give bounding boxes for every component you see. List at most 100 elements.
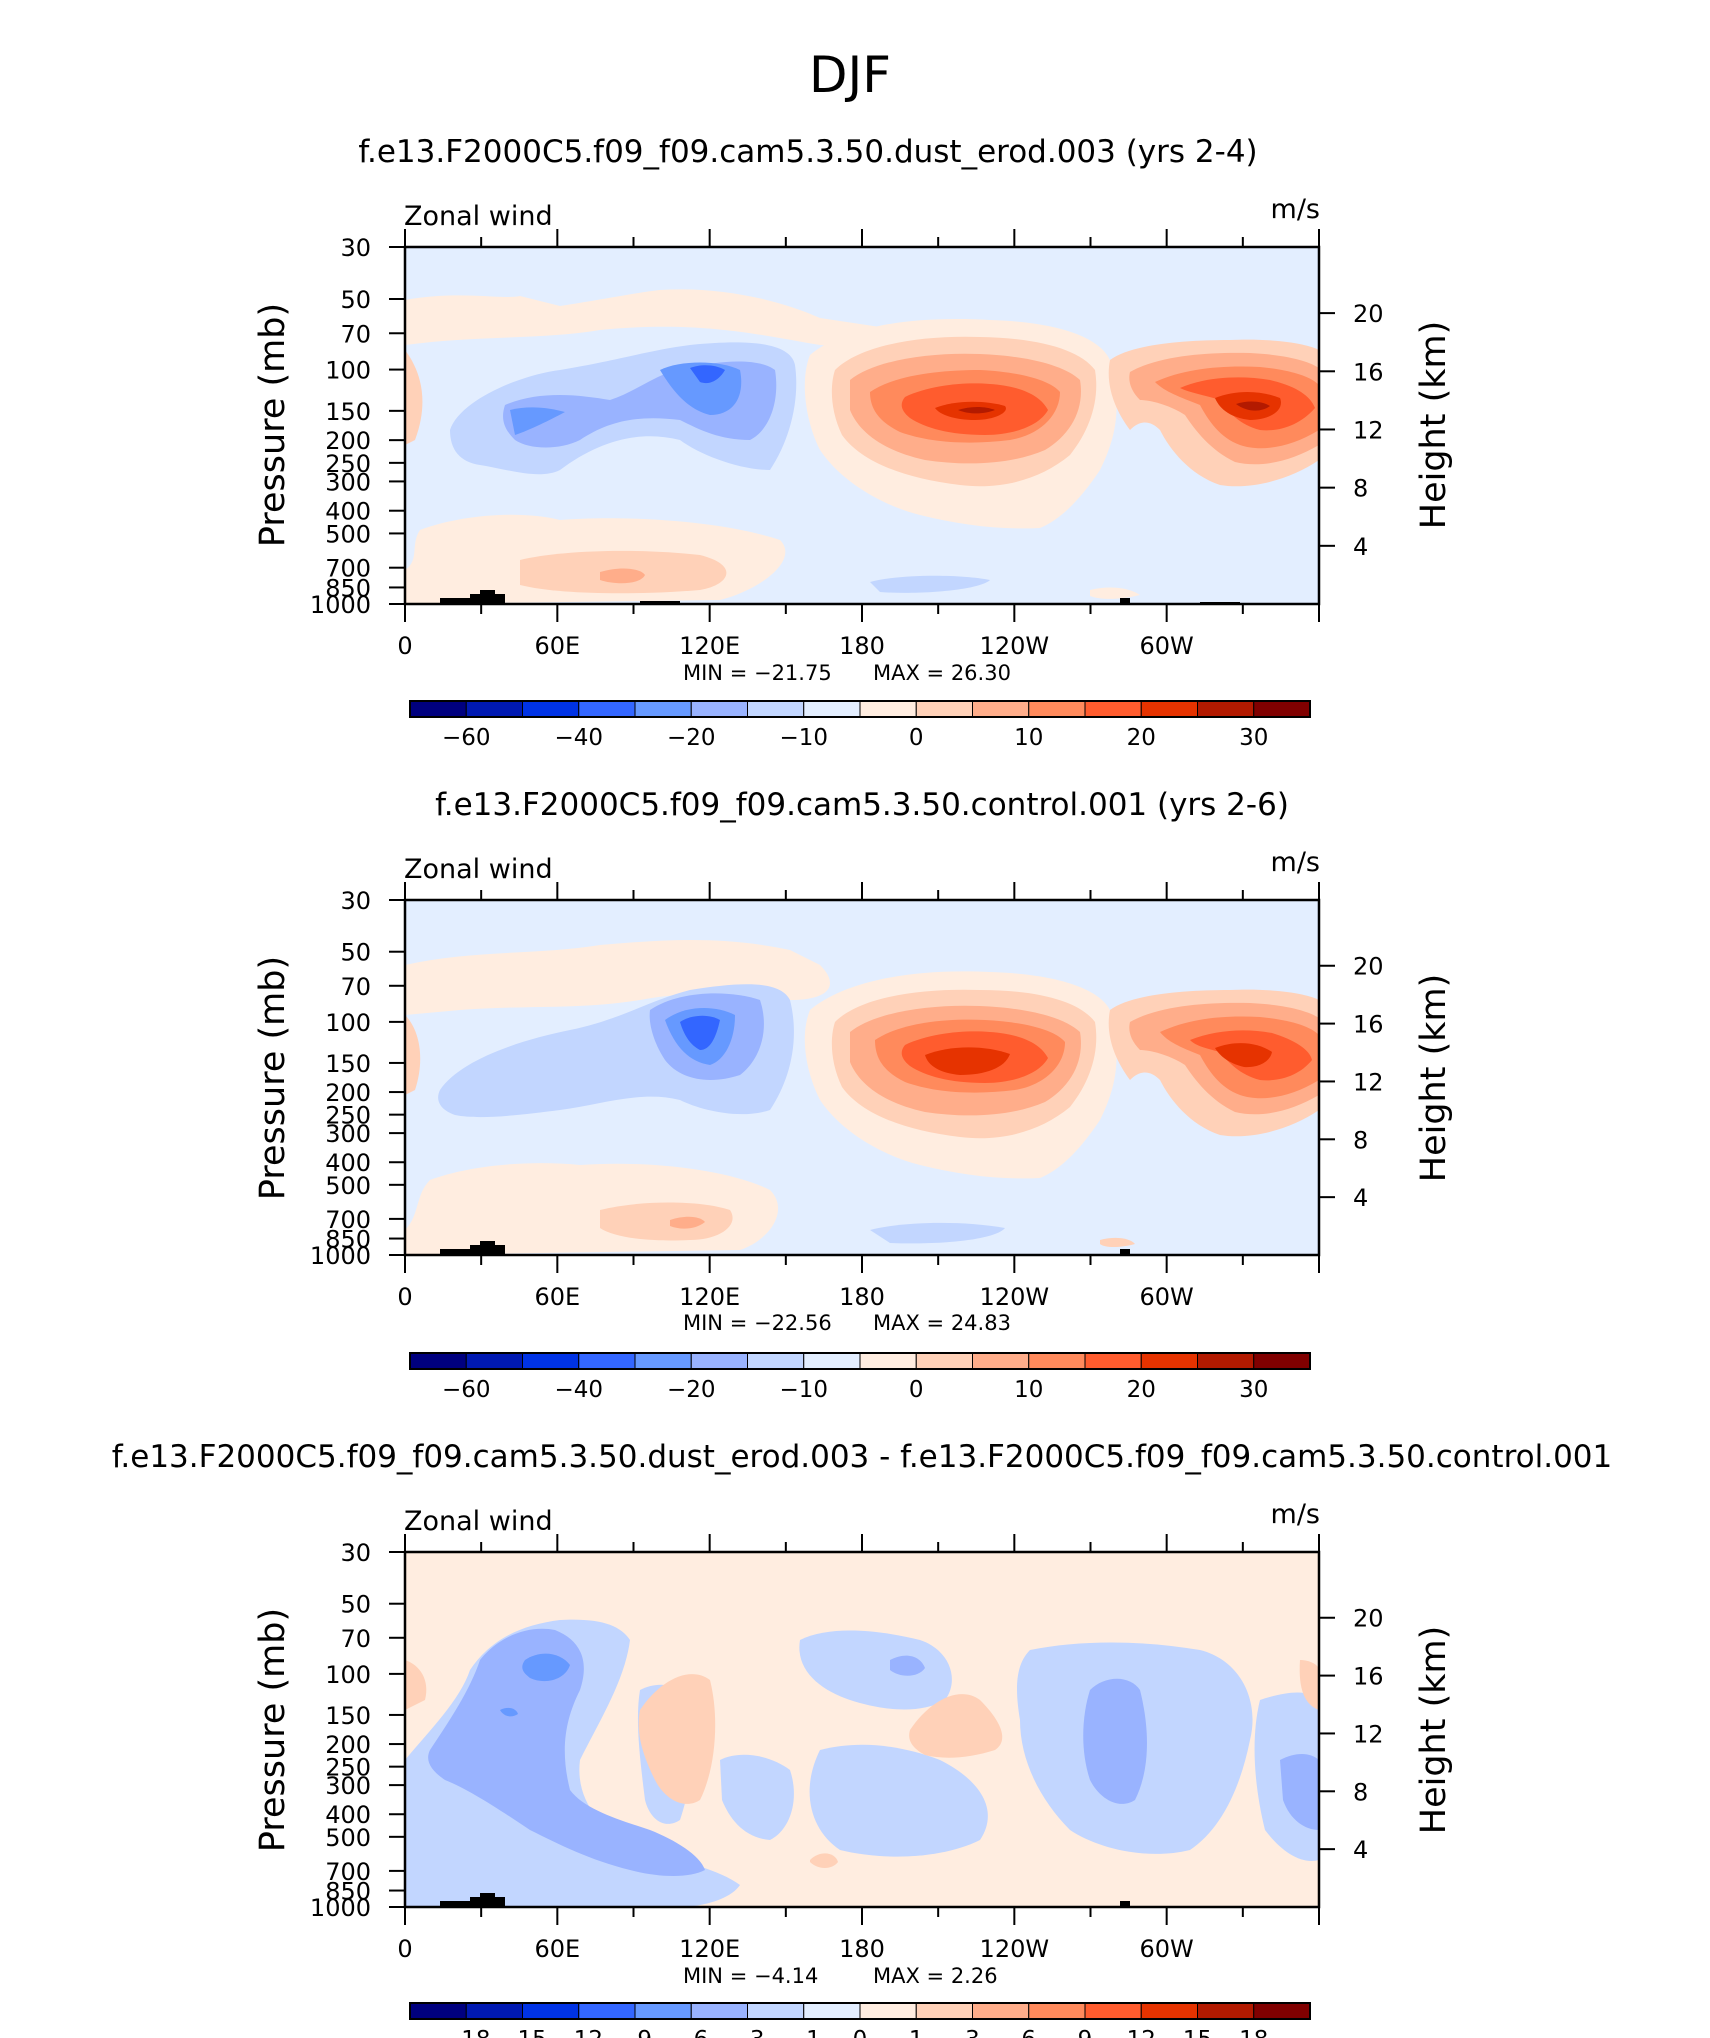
colorbar-tick-label: 9: [1078, 2027, 1093, 2038]
pressure-tick-label: 100: [325, 1009, 371, 1037]
height-tick-label: 20: [1353, 300, 1384, 328]
colorbar-swatch: [1084, 2002, 1142, 2020]
panel-2-max: MAX = 24.83: [873, 1311, 1011, 1335]
colorbar-swatch: [634, 1352, 692, 1370]
lon-tick-label: 0: [397, 1283, 412, 1311]
colorbar-swatch: [747, 1352, 805, 1370]
pressure-tick-label: 850: [325, 574, 371, 602]
colorbar-swatch: [803, 2002, 861, 2020]
panel-1-field: [405, 247, 1319, 604]
colorbar-swatch: [747, 700, 805, 718]
lon-tick-label: 120W: [980, 1935, 1050, 1963]
colorbar-swatch: [634, 2002, 692, 2020]
pressure-tick-label: 100: [325, 357, 371, 385]
colorbar-swatch: [1084, 1352, 1142, 1370]
panel-2-left-label: Zonal wind: [404, 854, 553, 885]
lon-tick-label: 0: [397, 1935, 412, 1963]
lon-tick-label: 120E: [679, 1283, 740, 1311]
pressure-tick-label: 150: [325, 1702, 371, 1730]
page-title: DJF: [809, 46, 891, 104]
colorbar-tick-label: 6: [1021, 2027, 1036, 2038]
colorbar-tick-label: −6: [674, 2027, 708, 2038]
height-tick-label: 20: [1353, 953, 1384, 981]
colorbar-swatch: [465, 1352, 523, 1370]
pressure-tick-label: 30: [340, 234, 371, 262]
pressure-tick-label: 700: [325, 1858, 371, 1886]
colorbar-swatch: [690, 700, 748, 718]
colorbar-swatch: [1197, 1352, 1255, 1370]
colorbar-swatch: [972, 1352, 1030, 1370]
colorbar-frame: [409, 700, 1311, 718]
pressure-tick-label: 200: [325, 427, 371, 455]
panel-1-units: m/s: [1271, 194, 1320, 225]
pressure-tick-label: 70: [340, 320, 371, 348]
panel-3-units: m/s: [1271, 1499, 1320, 1530]
lon-tick-label: 60W: [1140, 1283, 1194, 1311]
pressure-tick-label: 30: [340, 887, 371, 915]
lon-tick-label: 120E: [679, 632, 740, 660]
lon-tick-label: 180: [839, 632, 885, 660]
pressure-tick-label: 500: [325, 1824, 371, 1852]
panel-3-min: MIN = −4.14: [683, 1964, 818, 1988]
pressure-tick-label: 1000: [310, 1894, 371, 1922]
height-tick-label: 4: [1353, 1184, 1368, 1212]
colorbar-tick-label: −40: [554, 725, 603, 751]
colorbar-swatch: [803, 700, 861, 718]
colorbar-tick-label: −18: [442, 2027, 491, 2038]
colorbar-tick-label: 1: [909, 2027, 924, 2038]
panel-3-axes: 3050701001502002503004005007008501000481…: [310, 1534, 1384, 1963]
colorbar-swatch: [578, 700, 636, 718]
panel-3: f.e13.F2000C5.f09_f09.cam5.3.50.dust_ero…: [112, 1439, 1613, 2038]
colorbar-swatch: [1028, 700, 1086, 718]
height-tick-label: 12: [1353, 416, 1384, 444]
height-tick-label: 8: [1353, 1126, 1368, 1154]
pressure-tick-label: 70: [340, 1625, 371, 1653]
height-tick-label: 16: [1353, 1011, 1384, 1039]
colorbar-swatch: [859, 1352, 917, 1370]
lon-tick-label: 60W: [1140, 1935, 1194, 1963]
panel-3-ylabel: Pressure (mb): [253, 1608, 293, 1852]
pressure-tick-label: 50: [340, 1591, 371, 1619]
pressure-tick-label: 1000: [310, 591, 371, 619]
height-tick-label: 16: [1353, 1663, 1384, 1691]
colorbar-tick-label: −3: [731, 2027, 765, 2038]
panel-3-colorbar: −18 −15 −12 −9 −6 −3 −1 0 1 3 6 9 12 15 18: [409, 2002, 1311, 2038]
colorbar-swatch: [1028, 1352, 1086, 1370]
colorbar-tick-label: −20: [667, 725, 716, 751]
pressure-tick-label: 50: [340, 939, 371, 967]
panel-2-ylabel-right: Height (km): [1414, 974, 1454, 1183]
colorbar-swatch: [578, 2002, 636, 2020]
panel-2-ylabel: Pressure (mb): [253, 956, 293, 1200]
lon-tick-label: 180: [839, 1935, 885, 1963]
pressure-tick-label: 400: [325, 1149, 371, 1177]
colorbar-swatch: [859, 2002, 917, 2020]
panel-1-min: MIN = −21.75: [683, 661, 832, 685]
colorbar-swatch: [522, 2002, 580, 2020]
colorbar-tick-label: 10: [1014, 1377, 1043, 1403]
pressure-tick-label: 150: [325, 1050, 371, 1078]
pressure-tick-label: 30: [340, 1539, 371, 1567]
colorbar-swatch: [915, 700, 973, 718]
colorbar-tick-label: 3: [965, 2027, 980, 2038]
colorbar-swatch: [1197, 700, 1255, 718]
colorbar-swatch: [522, 700, 580, 718]
panel-3-max: MAX = 2.26: [873, 1964, 998, 1988]
colorbar-tick-label: 0: [909, 725, 924, 751]
pressure-tick-label: 700: [325, 1206, 371, 1234]
height-tick-label: 4: [1353, 533, 1368, 561]
panel-3-left-label: Zonal wind: [404, 1506, 553, 1537]
height-tick-label: 8: [1353, 1778, 1368, 1806]
colorbar-tick-label: −15: [498, 2027, 547, 2038]
colorbar-swatch: [1140, 700, 1198, 718]
panel-2-title: f.e13.F2000C5.f09_f09.cam5.3.50.control.…: [435, 787, 1289, 823]
lon-tick-label: 60E: [534, 632, 580, 660]
lon-tick-label: 120W: [980, 632, 1050, 660]
lon-tick-label: 180: [839, 1283, 885, 1311]
colorbar-tick-label: 18: [1239, 2027, 1268, 2038]
lon-tick-label: 60E: [534, 1935, 580, 1963]
colorbar-swatch: [409, 1352, 467, 1370]
colorbar-swatch: [1253, 2002, 1311, 2020]
colorbar-tick-label: −12: [554, 2027, 603, 2038]
pressure-tick-label: 250: [325, 1102, 371, 1130]
